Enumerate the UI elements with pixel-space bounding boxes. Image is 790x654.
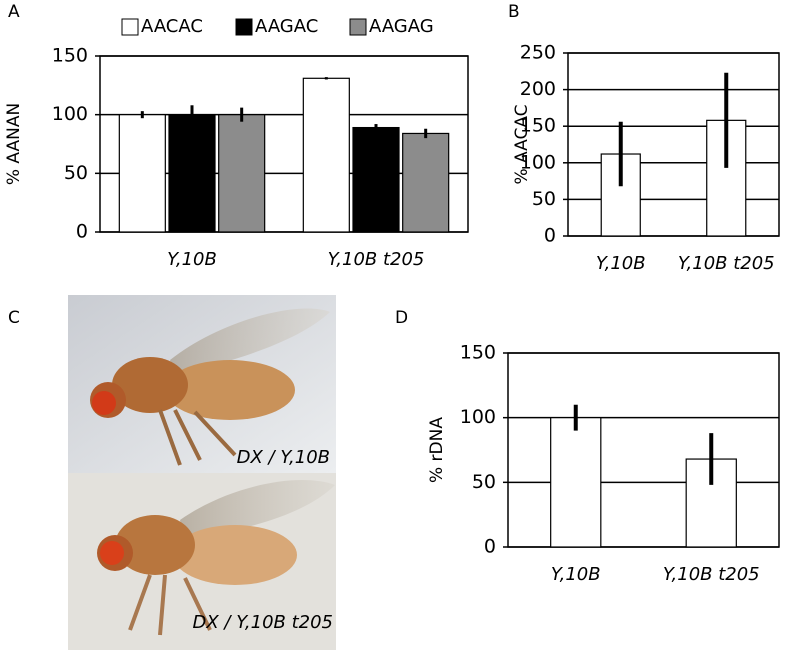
legend-label: AAGAG xyxy=(369,16,434,37)
panel-letter: B xyxy=(508,2,520,22)
y-tick-label: 50 xyxy=(472,471,496,493)
x-tick-label: Y,10B xyxy=(596,253,646,274)
y-axis-label: % rDNA xyxy=(427,417,447,483)
y-tick-label: 200 xyxy=(520,78,556,100)
y-tick-label: 0 xyxy=(484,536,496,558)
x-tick-label: Y,10B xyxy=(551,564,601,585)
legend-label: AACAC xyxy=(141,16,203,37)
y-tick-label: 150 xyxy=(460,342,496,364)
plot-frame xyxy=(99,55,469,233)
x-tick-label: Y,10B xyxy=(167,249,217,270)
panel-letter: C xyxy=(8,308,20,328)
x-tick-label: Y,10B t205 xyxy=(328,249,425,270)
bar xyxy=(168,114,216,233)
y-tick-label: 150 xyxy=(520,115,556,137)
photo-caption: DX / Y,10B xyxy=(237,447,330,468)
panel-letter: A xyxy=(8,2,20,22)
y-tick-label: 0 xyxy=(76,221,88,243)
y-tick-label: 150 xyxy=(52,45,88,67)
y-axis-label: % AANAN xyxy=(4,103,24,185)
fly-bottom xyxy=(97,480,335,636)
bar xyxy=(352,126,400,233)
legend-label: AAGAC xyxy=(255,16,318,37)
y-tick-label: 100 xyxy=(52,103,88,125)
y-tick-label: 50 xyxy=(532,188,556,210)
y-tick-label: 0 xyxy=(544,225,556,247)
y-tick-label: 100 xyxy=(520,151,556,173)
x-tick-label: Y,10B t205 xyxy=(678,253,775,274)
bar xyxy=(402,132,450,233)
y-axis-label: % AACAC xyxy=(512,104,532,184)
photo-caption: DX / Y,10B t205 xyxy=(193,612,333,633)
legend-swatch xyxy=(349,18,367,36)
bar xyxy=(218,114,266,233)
plot-frame xyxy=(567,52,780,237)
plot-frame xyxy=(507,352,780,548)
panel-letter: D xyxy=(395,308,408,328)
x-tick-label: Y,10B t205 xyxy=(663,564,760,585)
legend-swatch xyxy=(235,18,253,36)
bar xyxy=(550,417,602,548)
bar xyxy=(118,114,166,233)
y-tick-label: 250 xyxy=(520,42,556,64)
fly-top xyxy=(90,308,330,466)
y-tick-label: 50 xyxy=(64,162,88,184)
y-tick-label: 100 xyxy=(460,406,496,428)
photo-panel: C DX / Y,10B DX / Y,10B t205 xyxy=(8,295,336,650)
legend-swatch xyxy=(121,18,139,36)
bar xyxy=(302,77,350,233)
